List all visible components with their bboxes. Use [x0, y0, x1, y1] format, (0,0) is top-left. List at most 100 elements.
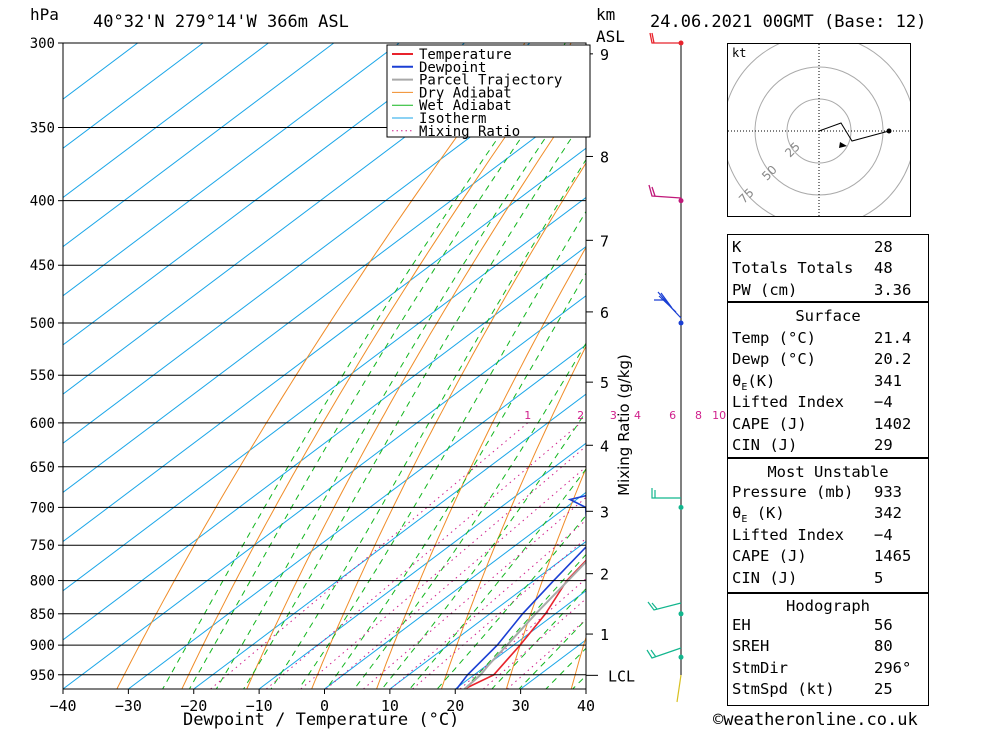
index-row: Dewp (°C) 20.2 — [732, 350, 924, 371]
isotherm-line — [193, 393, 586, 689]
index-name: SREH — [732, 637, 770, 656]
index-row: SREH 80 — [732, 637, 924, 658]
index-row: CIN (J) 29 — [732, 436, 924, 457]
index-name: CIN (J) — [732, 568, 798, 587]
index-value: 28 — [874, 238, 893, 256]
pressure-tick-label: 350 — [30, 120, 55, 136]
wind-level-dot — [678, 198, 684, 204]
pressure-tick-label: 550 — [30, 368, 55, 384]
index-name: EH — [732, 616, 751, 634]
index-name: θE (K) — [732, 504, 785, 526]
km-tick-label: 4 — [600, 437, 609, 455]
legend-label: Dewpoint — [419, 60, 486, 76]
index-value: 296° — [874, 658, 912, 677]
hodograph-trace — [818, 122, 890, 142]
wind-level-dot — [678, 504, 684, 510]
index-row: Pressure (mb) 933 — [732, 483, 924, 504]
index-value: 5 — [874, 568, 884, 587]
pressure-tick-label: 500 — [30, 316, 55, 332]
km-tick-label: 2 — [600, 566, 609, 584]
height-unit: km — [596, 5, 616, 24]
index-row: Temp (°C) 21.4 — [732, 329, 924, 350]
temp-tick-label: 0 — [320, 697, 329, 715]
pressure-tick-label: 400 — [30, 194, 55, 210]
dry-adiabat-line — [505, 467, 586, 689]
wet-adiabat-line — [381, 410, 586, 689]
index-row: Lifted Index −4 — [732, 393, 924, 414]
index-row: θE(K) 341 — [732, 372, 924, 393]
dewpoint-profile — [455, 494, 586, 689]
index-name: Temp (°C) — [732, 329, 816, 347]
index-name: K — [732, 238, 742, 256]
dry-adiabat-line — [570, 635, 586, 689]
isotherm-line — [63, 98, 586, 494]
index-name: Totals Totals — [732, 259, 854, 278]
pressure-tick-label: 750 — [30, 538, 55, 554]
legend-label: Mixing Ratio — [419, 124, 520, 140]
wind-barb — [646, 647, 682, 659]
wind-level-dot — [678, 611, 684, 617]
wet-adiabat-line — [188, 43, 586, 689]
isotherm-line — [63, 147, 586, 543]
isotherm-line — [389, 540, 586, 689]
wind-barb — [649, 32, 681, 44]
index-value: −4 — [874, 525, 893, 544]
legend-label: Dry Adiabat — [419, 85, 512, 101]
temp-tick-label: 30 — [512, 697, 530, 715]
x-axis-label: Dewpoint / Temperature (°C) — [183, 710, 460, 730]
index-name: Pressure (mb) — [732, 483, 854, 501]
mixing-ratio-label: 6 — [669, 409, 676, 422]
legend-label: Temperature — [419, 47, 512, 63]
index-name: StmSpd (kt) — [732, 680, 835, 699]
dry-adiabat-line — [246, 88, 586, 689]
isotherm-line — [63, 43, 465, 346]
index-name: CAPE (J) — [732, 414, 807, 433]
dry-adiabat-line — [311, 162, 586, 689]
dry-adiabat-line — [440, 345, 586, 689]
index-row: θE (K) 342 — [732, 504, 924, 525]
isotherm-line — [63, 43, 335, 248]
lcl-label: LCL — [608, 667, 635, 685]
legend-label: Isotherm — [419, 111, 486, 127]
index-value: 1465 — [874, 547, 912, 566]
index-row: CAPE (J) 1402 — [732, 415, 924, 436]
hodograph-point — [886, 128, 892, 134]
hodograph-panel: 25 50 75 kt — [722, 34, 916, 228]
index-value: 933 — [874, 483, 902, 501]
mixing-ratio-line — [459, 578, 586, 689]
parcel-trajectory-profile — [463, 560, 586, 689]
pressure-tick-label: 300 — [30, 36, 55, 52]
pressure-tick-label: 600 — [30, 416, 55, 432]
mixing-ratio-label: 8 — [695, 409, 702, 422]
legend-label: Parcel Trajectory — [419, 73, 562, 89]
mixing-ratio-label: 2 — [577, 409, 584, 422]
index-name: StmDir — [732, 658, 788, 677]
wet-adiabat-line — [436, 514, 586, 689]
isotherm-line — [324, 491, 586, 689]
datetime-label: 24.06.2021 00GMT (Base: 12) — [650, 12, 927, 32]
index-row: StmDir 296° — [732, 659, 924, 680]
wet-adiabat-line — [353, 342, 586, 689]
wind-barb — [647, 601, 682, 611]
legend-box — [386, 44, 591, 138]
index-name: CAPE (J) — [732, 547, 807, 566]
index-name: Lifted Index — [732, 525, 844, 544]
temp-tick-label: 20 — [446, 697, 464, 715]
wet-adiabat-line — [243, 115, 586, 689]
index-value: 341 — [874, 371, 902, 390]
legend-label: Wet Adiabat — [419, 98, 512, 114]
wet-adiabat-line — [215, 77, 586, 689]
most-unstable-table: Most Unstable Pressure (mb) 933 θE (K) 342 L… — [727, 458, 929, 593]
mixing-ratio-label: 10 — [712, 409, 726, 422]
isotherm-line — [63, 43, 204, 149]
index-row: StmSpd (kt) 25 — [732, 680, 924, 701]
isotherm-line — [63, 43, 531, 395]
wind-level-dot — [678, 654, 684, 660]
wind-barb — [654, 291, 682, 319]
isotherm-line — [63, 245, 586, 641]
pressure-unit: hPa — [30, 5, 59, 24]
pressure-tick-label: 950 — [30, 668, 55, 684]
wind-level-dot — [678, 320, 684, 326]
isotherm-line — [63, 295, 586, 689]
isotherm-line — [63, 49, 586, 444]
